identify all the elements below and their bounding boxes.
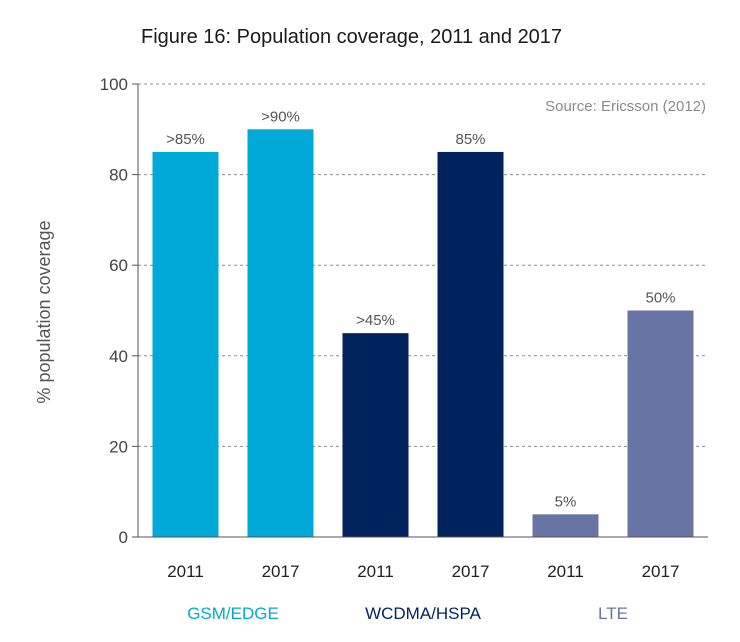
x-tick-label: 2011 (547, 562, 584, 581)
data-label: >85% (166, 131, 205, 148)
x-tick-label: 2017 (642, 562, 680, 581)
bar-gsm-edge-2011 (152, 151, 219, 537)
data-label: 50% (645, 290, 675, 307)
bar-lte-2017 (627, 310, 694, 537)
y-tick-label-0: 0 (119, 528, 128, 547)
y-axis-label: % population coverage (34, 220, 54, 403)
data-label: 85% (455, 131, 485, 148)
data-label: >45% (356, 312, 395, 329)
bar-lte-2011 (532, 514, 599, 537)
x-tick-label: 2017 (452, 562, 490, 581)
group-label: GSM/EDGE (187, 604, 279, 623)
y-tick-label-20: 20 (109, 437, 128, 456)
x-tick-label: 2011 (357, 562, 394, 581)
bar-gsm-edge-2017 (247, 129, 314, 538)
y-tick-label-40: 40 (109, 347, 128, 366)
x-tick-label: 2017 (262, 562, 300, 581)
bar-wcdma-hspa-2011 (342, 333, 409, 537)
data-label: 5% (555, 493, 577, 510)
y-tick-label-100: 100 (100, 75, 128, 94)
data-label: >90% (261, 108, 300, 125)
bar-wcdma-hspa-2017 (437, 151, 504, 537)
group-label: WCDMA/HSPA (365, 604, 482, 623)
group-label: LTE (598, 604, 628, 623)
chart-title: Figure 16: Population coverage, 2011 and… (141, 26, 563, 48)
x-tick-label: 2011 (167, 562, 204, 581)
source-note: Source: Ericsson (2012) (545, 98, 706, 115)
y-tick-label-60: 60 (109, 256, 128, 275)
y-tick-label-80: 80 (109, 166, 128, 185)
